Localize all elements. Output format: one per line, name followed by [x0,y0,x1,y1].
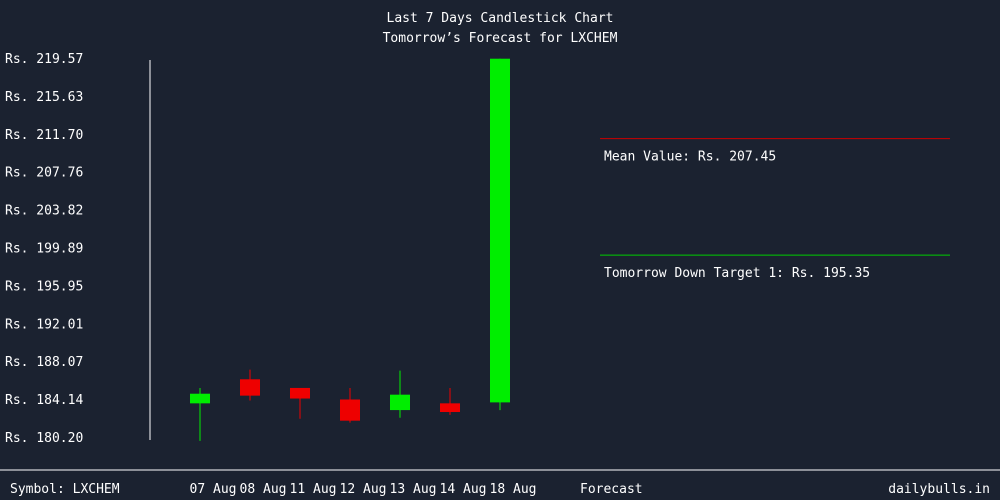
footer-symbol: Symbol: LXCHEM [10,482,120,497]
footer-site: dailybulls.in [888,482,990,497]
x-tick-label: 14 Aug [440,482,487,497]
candle-body [240,379,260,396]
chart-subtitle: Tomorrow’s Forecast for LXCHEM [383,31,618,46]
x-tick-label: 11 Aug [290,482,337,497]
candle-body [440,403,460,413]
y-tick-label: Rs. 211.70 [5,128,83,143]
candle-body [490,58,510,403]
forecast-label: Forecast [580,482,643,497]
y-tick-label: Rs. 207.76 [5,166,83,181]
x-axis-labels: 07 Aug 08 Aug 11 Aug 12 Aug 13 Aug 14 Aug 18 A… [190,482,537,497]
y-tick-label: Rs. 199.89 [5,241,83,256]
forecast-line-label: Tomorrow Down Target 1: Rs. 195.35 [604,266,870,281]
y-tick-label: Rs. 203.82 [5,204,83,219]
y-tick-label: Rs. 184.14 [5,393,83,408]
chart-title: Last 7 Days Candlestick Chart [387,11,614,26]
y-tick-label: Rs. 219.57 [5,52,83,67]
x-tick-label: 18 Aug [490,482,537,497]
y-tick-label: Rs. 195.95 [5,279,83,294]
x-tick-label: 08 Aug [240,482,287,497]
candle-body [340,399,360,421]
candle-body [390,394,410,411]
candle-body [190,393,210,404]
x-tick-label: 07 Aug [190,482,237,497]
forecast-line-label: Mean Value: Rs. 207.45 [604,150,776,165]
candles [190,58,510,441]
x-tick-label: 13 Aug [390,482,437,497]
x-tick-label: 12 Aug [340,482,387,497]
y-tick-label: Rs. 180.20 [5,431,83,446]
y-tick-label: Rs. 192.01 [5,317,83,332]
forecast-lines: Mean Value: Rs. 207.45 Tomorrow Down Targ… [600,138,950,281]
y-axis-ticks: Rs. 219.57 Rs. 215.63 Rs. 211.70 Rs. 207.76… [5,52,83,446]
y-tick-label: Rs. 188.07 [5,355,83,370]
candle-body [290,387,310,399]
y-tick-label: Rs. 215.63 [5,90,83,105]
